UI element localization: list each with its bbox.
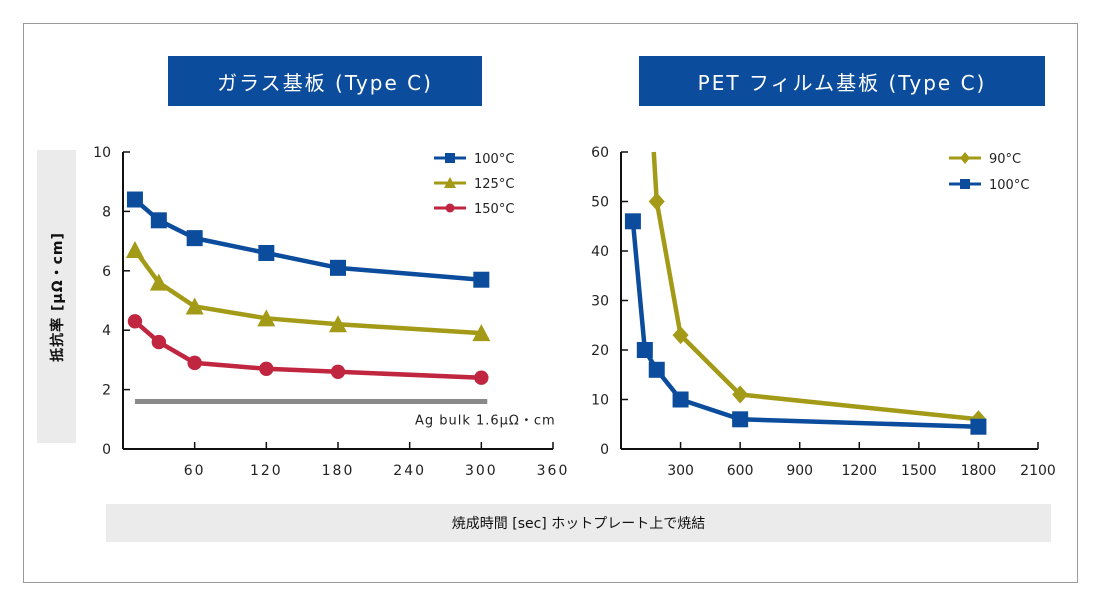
pet-y-tick-label: 0 (600, 442, 609, 458)
glass-y-tick-label: 2 (102, 383, 111, 399)
glass-series-line-1 (133, 248, 482, 336)
pet-series-line-1 (630, 221, 979, 429)
pet-x-tick-label: 2100 (1020, 463, 1056, 479)
glass-x-tick-label: 60 (184, 463, 206, 479)
glass-data-point (329, 315, 347, 333)
pet-data-point (648, 361, 665, 378)
pet-x-tick-label: 600 (727, 463, 754, 479)
y-axis-label-box: 抵抗率 [μΩ・cm] (37, 150, 76, 443)
pet-data-point (732, 411, 749, 428)
pet-data-point (732, 385, 749, 404)
glass-x-tick-label: 300 (465, 463, 498, 479)
glass-y-tick-label: 10 (93, 145, 111, 161)
glass-legend-label: 125°C (474, 177, 514, 192)
glass-legend-marker (444, 177, 456, 188)
pet-legend-marker (960, 179, 970, 189)
glass-data-point (474, 370, 489, 385)
glass-legend-marker (445, 203, 455, 213)
glass-legend-marker (445, 153, 455, 163)
glass-data-point (258, 244, 275, 261)
glass-ag-bulk-label: Ag bulk 1.6μΩ・cm (415, 413, 556, 428)
pet-data-point (672, 391, 689, 408)
glass-data-point (473, 271, 490, 288)
glass-data-point (257, 309, 276, 327)
glass-legend-label: 150°C (474, 202, 514, 217)
glass-data-point (185, 297, 204, 315)
pet-y-tick-label: 30 (591, 294, 609, 310)
glass-data-point (126, 191, 143, 208)
pet-y-tick-label: 50 (591, 195, 609, 211)
pet-y-tick-label: 40 (591, 244, 609, 260)
glass-data-point (127, 314, 143, 329)
glass-y-tick-label: 8 (102, 204, 111, 220)
pet-x-tick-label: 1500 (901, 463, 937, 479)
glass-data-point (150, 212, 167, 229)
pet-data-point (636, 342, 653, 358)
glass-x-tick-label: 120 (250, 463, 283, 479)
pet-data-point (970, 418, 987, 435)
glass-x-tick-label: 180 (322, 463, 355, 479)
glass-data-point (149, 273, 168, 291)
pet-y-tick-label: 10 (591, 393, 609, 409)
glass-data-point (330, 364, 346, 379)
glass-y-tick-label: 6 (102, 264, 111, 280)
pet-data-point (648, 192, 665, 211)
glass-data-point (330, 259, 346, 276)
glass-legend-label: 100°C (474, 152, 514, 167)
glass-data-point (125, 241, 144, 259)
pet-data-point (624, 213, 641, 230)
glass-data-point (151, 334, 167, 350)
glass-data-point (187, 355, 202, 371)
chart-title-glass: ガラス基板 (Type C) (168, 56, 482, 106)
pet-x-tick-label: 900 (786, 463, 813, 479)
figure-frame (23, 23, 1078, 583)
pet-data-point (672, 326, 689, 345)
pet-y-tick-label: 20 (591, 343, 609, 359)
glass-y-tick-label: 0 (102, 442, 111, 458)
chart-title-pet: PET フィルム基板 (Type C) (639, 56, 1045, 106)
x-axis-label: 焼成時間 [sec] ホットプレート上で焼結 (106, 504, 1051, 542)
glass-y-tick-label: 4 (102, 323, 111, 339)
pet-series-line-0 (651, 151, 979, 422)
glass-data-point (472, 324, 491, 342)
pet-x-tick-label: 1800 (961, 463, 997, 479)
pet-x-tick-label: 300 (667, 463, 694, 479)
glass-data-point (259, 361, 274, 377)
pet-y-tick-label: 60 (591, 145, 609, 161)
pet-legend-marker (960, 152, 970, 164)
glass-x-tick-label: 360 (537, 463, 570, 479)
pet-legend-label: 90°C (989, 152, 1021, 167)
glass-data-point (186, 230, 203, 247)
pet-legend-label: 100°C (989, 178, 1029, 193)
glass-x-tick-label: 240 (393, 463, 426, 479)
pet-x-tick-label: 1200 (841, 463, 877, 479)
